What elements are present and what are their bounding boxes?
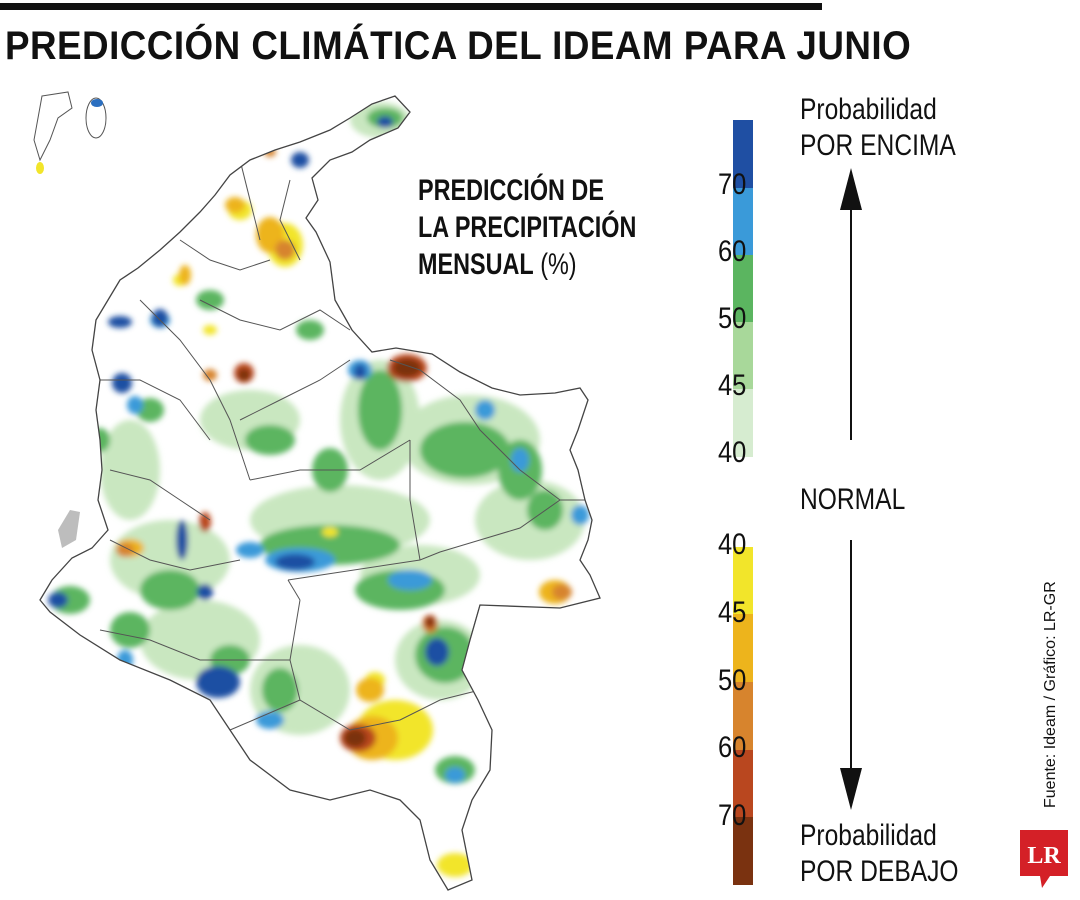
legend-above-tick: 40 xyxy=(718,436,747,469)
legend-below-segment-3 xyxy=(733,682,753,750)
map-subtitle-line3: MENSUAL xyxy=(418,248,534,281)
arrow-up-icon xyxy=(840,168,862,440)
legend-below-segment-4 xyxy=(733,750,753,817)
legend-above-segment-4 xyxy=(733,322,753,389)
island-san-andres xyxy=(33,91,73,162)
lr-logo: LR xyxy=(1020,830,1068,888)
legend-above-title: Probabilidad POR ENCIMA xyxy=(800,93,956,162)
colombia-map xyxy=(33,91,601,891)
map-subtitle-line2: LA PRECIPITACIÓN xyxy=(418,211,637,244)
legend-below-tick: 70 xyxy=(718,799,747,832)
legend-above-tick: 70 xyxy=(718,168,747,201)
legend-above-segment-2 xyxy=(733,188,753,255)
source-credit: Fuente: Ideam / Gráfico: LR-GR xyxy=(1042,581,1059,808)
legend-above-tick: 60 xyxy=(718,235,747,268)
legend-above-tick: 45 xyxy=(718,369,747,402)
legend-below-segment-2 xyxy=(733,614,753,682)
legend-below-tick: 60 xyxy=(718,731,747,764)
map-subtitle-line1: PREDICCIÓN DE xyxy=(418,174,604,207)
legend-below-title: Probabilidad POR DEBAJO xyxy=(800,819,959,888)
legend-below-tick: 50 xyxy=(718,664,747,697)
legend-below-tick: 40 xyxy=(718,528,747,561)
map-subtitle: PREDICCIÓN DE LA PRECIPITACIÓN MENSUAL (… xyxy=(418,172,636,283)
legend-above-tick: 50 xyxy=(718,302,747,335)
lr-logo-shape xyxy=(1020,830,1068,888)
lr-logo-text: LR xyxy=(1027,843,1061,869)
header-rule xyxy=(0,3,822,10)
island-malpelo xyxy=(58,510,80,548)
legend-below-tick: 45 xyxy=(718,596,747,629)
legend-below-segment-1 xyxy=(733,547,753,614)
legend-above-segment-1 xyxy=(733,120,753,188)
map-subtitle-unit: (%) xyxy=(533,248,577,281)
legend-below-segment-5 xyxy=(733,817,753,885)
arrow-down-icon xyxy=(840,540,862,810)
page-title: PREDICCIÓN CLIMÁTICA DEL IDEAM PARA JUNI… xyxy=(5,24,912,68)
legend-normal-label: NORMAL xyxy=(800,483,906,516)
legend: Probabilidad POR ENCIMA 70 60 50 45 40 N… xyxy=(700,90,1000,890)
legend-above-segment-5 xyxy=(733,389,753,457)
island-providencia xyxy=(85,97,107,139)
legend-above-segment-3 xyxy=(733,255,753,322)
